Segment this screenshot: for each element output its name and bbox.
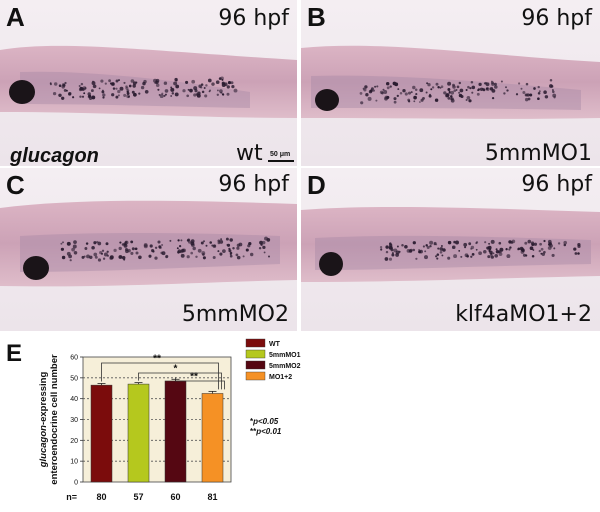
panel-b: B 96 hpf 5mmMO1 <box>301 0 600 166</box>
y-tick-label: 0 <box>74 480 78 487</box>
legend-label: MO1+2 <box>269 374 292 381</box>
condition-label-b: 5mmMO1 <box>484 141 592 166</box>
legend-swatch <box>245 338 266 348</box>
n-value: 81 <box>207 492 217 502</box>
scale-bar-label: 50 μm <box>270 151 291 158</box>
condition-label-d: klf4aMO1+2 <box>455 302 592 327</box>
legend-label: WT <box>269 341 281 348</box>
pvalue-stars: * <box>250 417 254 426</box>
significance-label: ** <box>153 354 161 365</box>
panel-e: E 0 10 20 30 40 50 60 glucagon-expressing enteroe… <box>0 333 600 507</box>
n-value: 80 <box>96 492 106 502</box>
stage-label-b: 96 hpf <box>521 6 592 31</box>
legend-swatch <box>245 349 266 359</box>
condition-label-c: 5mmMO2 <box>181 302 289 327</box>
micrograph-b <box>301 0 600 166</box>
micrograph-c <box>0 168 297 331</box>
panel-a: A 96 hpf glucagon wt 50 μm <box>0 0 297 166</box>
scale-bar <box>268 160 294 162</box>
legend-swatch <box>245 360 266 370</box>
panel-letter-d: D <box>307 170 326 200</box>
bar-5mmMO2 <box>164 380 187 483</box>
condition-label-a: wt <box>236 141 263 166</box>
pvalue-note: **p<0.01 <box>250 427 282 436</box>
bar-MO1+2 <box>201 393 224 483</box>
n-value: 57 <box>133 492 143 502</box>
panel-letter-c: C <box>6 170 25 200</box>
y-axis-label-line2: enteroendocrine cell number <box>49 354 60 485</box>
panel-letter-e: E <box>6 340 22 367</box>
panel-letter-a: A <box>6 2 25 32</box>
y-axis-label: glucagon-expressing <box>38 372 49 469</box>
bar-chart: E 0 10 20 30 40 50 60 glucagon-expressing enteroe… <box>6 338 301 502</box>
legend-label: 5mmMO2 <box>269 363 301 370</box>
y-tick-label: 50 <box>70 375 78 382</box>
micrograph-a <box>0 0 297 166</box>
bar-WT <box>90 384 113 483</box>
pvalue-note: *p<0.05 <box>250 417 279 426</box>
stage-label-a: 96 hpf <box>218 6 289 31</box>
stage-label-c: 96 hpf <box>218 172 289 197</box>
significance-bracket <box>175 377 225 390</box>
n-value: 60 <box>170 492 180 502</box>
pvalue-stars: ** <box>250 427 257 436</box>
pvalue-text: p<0.05 <box>252 417 279 426</box>
y-axis-label-gene: glucagon <box>38 425 49 468</box>
panel-c: C 96 hpf 5mmMO2 <box>0 168 297 331</box>
y-tick-label: 60 <box>70 355 78 362</box>
legend-swatch <box>245 371 266 381</box>
stage-label-d: 96 hpf <box>521 172 592 197</box>
panel-d: D 96 hpf klf4aMO1+2 <box>301 168 600 331</box>
y-tick-label: 20 <box>70 438 78 445</box>
n-prefix: n= <box>66 492 77 502</box>
bar-5mmMO1 <box>127 383 150 483</box>
legend-label: 5mmMO1 <box>269 352 301 359</box>
significance-label: * <box>174 364 178 375</box>
y-axis-label-rest: -expressing <box>38 372 49 426</box>
panel-letter-b: B <box>307 2 326 32</box>
y-tick-label: 30 <box>70 417 78 424</box>
pvalue-text: p<0.01 <box>255 427 282 436</box>
gene-label: glucagon <box>10 145 99 166</box>
y-tick-label: 40 <box>70 396 78 403</box>
y-tick-label: 10 <box>70 459 78 466</box>
significance-label: ** <box>190 372 198 383</box>
micrograph-d <box>301 168 600 331</box>
significance-bracket <box>101 362 219 390</box>
